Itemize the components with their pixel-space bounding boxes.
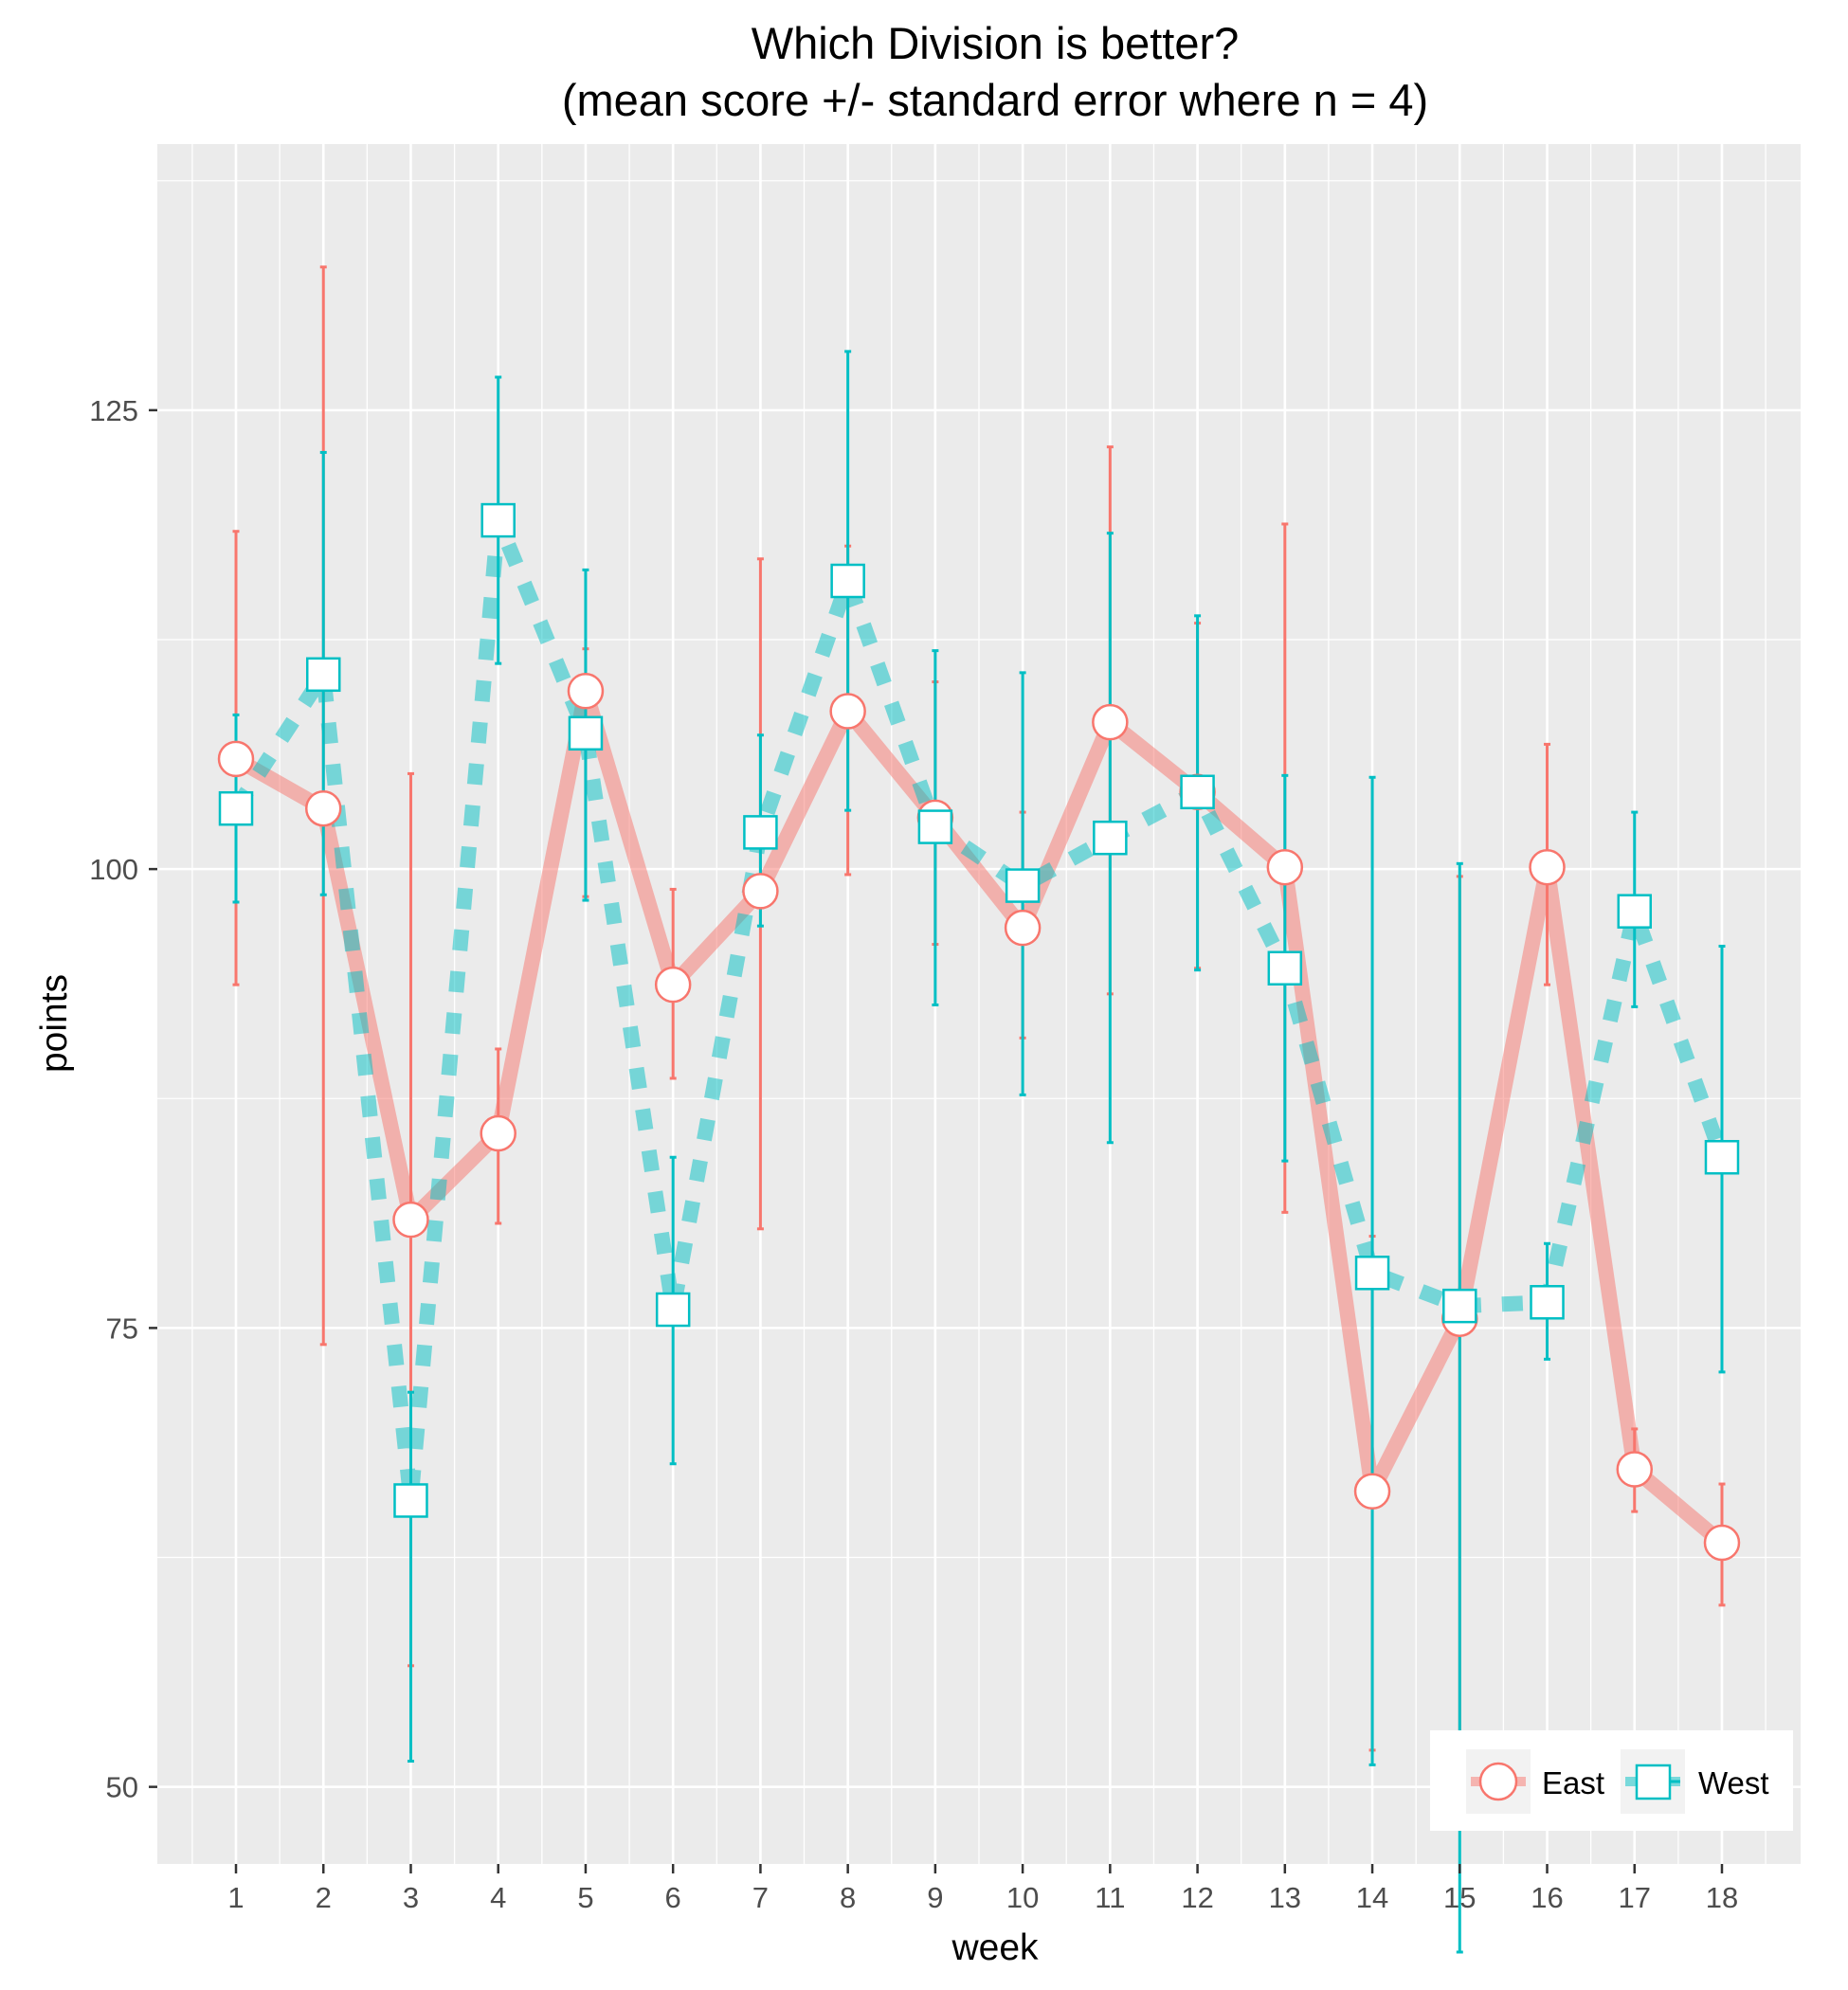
west-errorbar [407, 1390, 414, 1764]
east-point-circle-icon [1353, 1473, 1391, 1511]
y-axis: 50 75 100 125 [89, 394, 157, 1804]
west-point-square-icon [480, 502, 516, 538]
legend-label-west: West [1698, 1765, 1769, 1800]
west-point-square-icon [1354, 1256, 1390, 1291]
x-tick-label: 7 [752, 1881, 769, 1914]
west-point-square-icon [393, 1483, 428, 1518]
x-tick-label: 10 [1006, 1881, 1039, 1914]
west-point-square-icon [1442, 1288, 1477, 1324]
x-tick-label: 18 [1706, 1881, 1738, 1914]
chart-title: Which Division is better? [752, 18, 1240, 68]
west-point-square-icon [743, 815, 778, 850]
x-tick-label: 16 [1531, 1881, 1563, 1914]
x-tick-label: 6 [665, 1881, 681, 1914]
chart-subtitle: (mean score +/- standard error where n =… [562, 75, 1428, 125]
x-tick-label: 9 [927, 1881, 943, 1914]
west-point-square-icon [917, 809, 953, 844]
east-point-circle-icon [742, 873, 779, 910]
east-point-circle-icon [1004, 909, 1042, 947]
square-icon [1635, 1764, 1672, 1800]
east-point-circle-icon [304, 789, 342, 827]
legend-label-east: East [1542, 1765, 1604, 1800]
east-point-circle-icon [1266, 848, 1304, 886]
x-tick-label: 15 [1443, 1881, 1476, 1914]
west-point-square-icon [1005, 868, 1041, 903]
east-point-circle-icon [1616, 1451, 1654, 1488]
x-tick-label: 1 [227, 1881, 244, 1914]
east-point-circle-icon [567, 672, 605, 710]
east-point-circle-icon [654, 966, 692, 1004]
circle-icon [1478, 1762, 1518, 1801]
east-point-circle-icon [480, 1114, 516, 1152]
legend-item-west: West [1621, 1749, 1769, 1814]
series-layer [217, 265, 1741, 1954]
east-point-circle-icon [1092, 703, 1129, 741]
x-tick-label: 11 [1095, 1881, 1125, 1914]
west-point-square-icon [218, 790, 254, 826]
west-point-square-icon [1530, 1285, 1565, 1320]
east-point-circle-icon [829, 693, 866, 730]
west-point-square-icon [1267, 950, 1303, 986]
east-point-circle-icon [217, 740, 255, 778]
x-axis: 1 2 3 4 5 6 7 8 9 10 11 12 13 14 15 16 17 18 [227, 1864, 1738, 1914]
x-tick-label: 4 [490, 1881, 506, 1914]
x-tick-label: 13 [1269, 1881, 1301, 1914]
west-point-square-icon [1093, 820, 1128, 856]
x-tick-label: 3 [403, 1881, 419, 1914]
west-point-square-icon [305, 657, 341, 693]
x-axis-title: week [951, 1927, 1039, 1968]
west-point-square-icon [1180, 774, 1215, 810]
y-axis-title: points [34, 974, 75, 1073]
west-point-square-icon [568, 715, 604, 751]
east-point-circle-icon [392, 1201, 429, 1239]
east-point-circle-icon [1529, 848, 1566, 886]
east-line [232, 683, 1728, 1549]
x-tick-label: 12 [1181, 1881, 1213, 1914]
west-point-square-icon [1617, 894, 1653, 929]
y-tick-label: 50 [106, 1771, 138, 1804]
east-point-circle-icon [1703, 1524, 1741, 1562]
legend: East West [1430, 1730, 1793, 1831]
x-tick-label: 14 [1356, 1881, 1388, 1914]
west-point-square-icon [1704, 1139, 1740, 1175]
x-tick-label: 5 [577, 1881, 593, 1914]
x-tick-label: 2 [316, 1881, 332, 1914]
y-tick-label: 100 [89, 853, 138, 886]
legend-item-east: East [1466, 1749, 1604, 1814]
west-point-square-icon [830, 563, 865, 599]
x-tick-label: 8 [840, 1881, 856, 1914]
west-point-square-icon [655, 1292, 691, 1328]
y-tick-label: 75 [106, 1312, 138, 1345]
x-tick-label: 17 [1619, 1881, 1651, 1914]
y-tick-label: 125 [89, 394, 138, 427]
